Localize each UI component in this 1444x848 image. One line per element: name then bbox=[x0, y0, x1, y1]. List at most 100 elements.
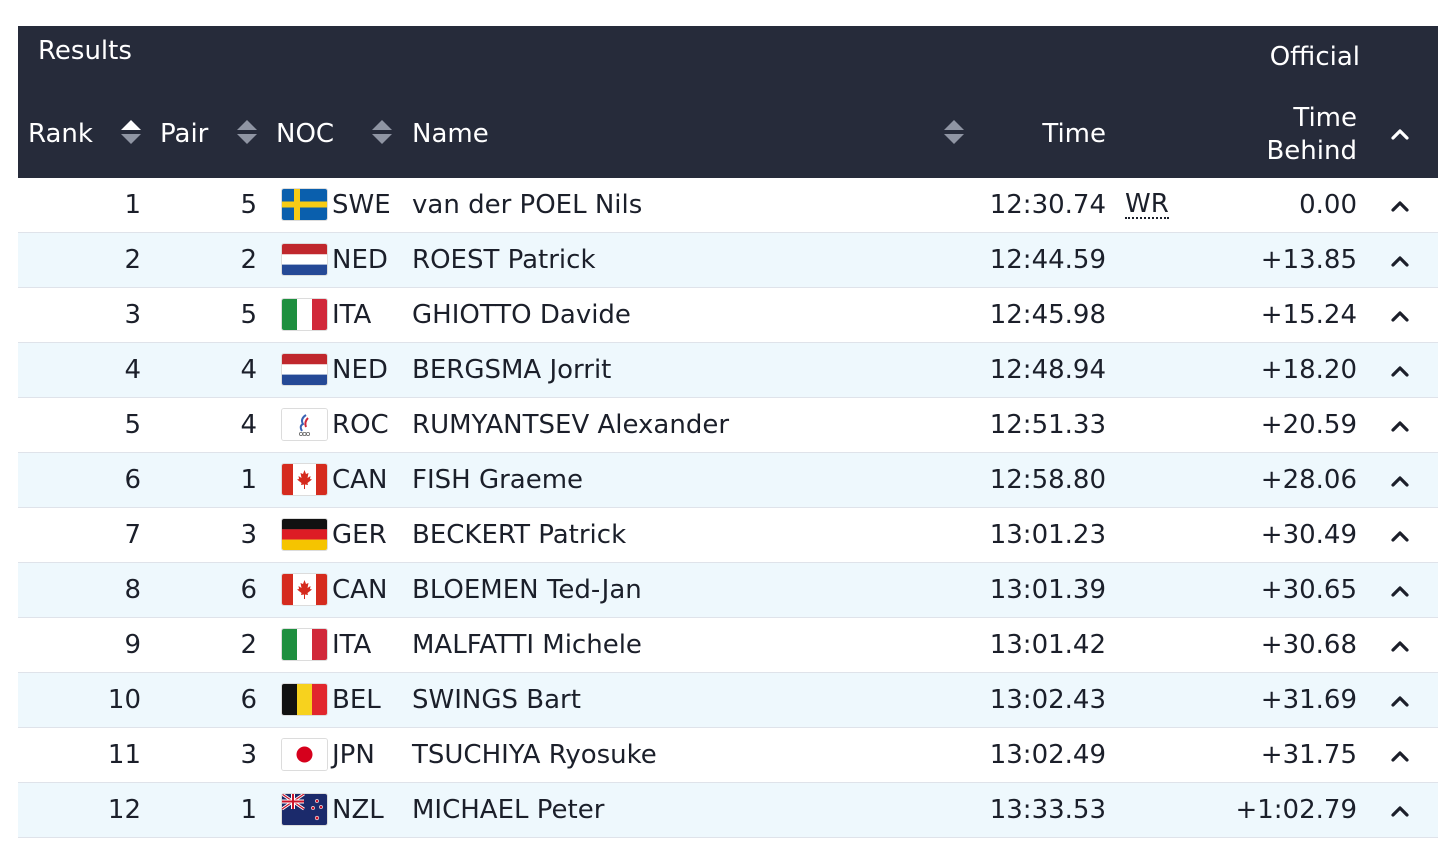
expand-row-chevron-up-icon[interactable] bbox=[1391, 802, 1409, 820]
time-cell: 13:01.42 bbox=[989, 630, 1106, 660]
expand-row-chevron-up-icon[interactable] bbox=[1391, 692, 1409, 710]
noc-cell: NED bbox=[332, 355, 388, 385]
flag-icon bbox=[282, 354, 327, 385]
rank-cell: 11 bbox=[107, 740, 141, 770]
athlete-name: BERGSMA Jorrit bbox=[412, 355, 612, 385]
table-body: 1 5 SWE van der POEL Nils 12:30.74 WR 0.00 2 2 NE… bbox=[18, 178, 1438, 838]
time-behind-cell: +30.49 bbox=[1260, 520, 1357, 550]
table-row[interactable]: 6 1 CAN FISH Graeme 12:58.80 +28.06 bbox=[18, 453, 1438, 508]
time-behind-cell: +28.06 bbox=[1260, 465, 1357, 495]
flag-icon bbox=[282, 409, 327, 440]
table-row[interactable]: 7 3 GER BECKERT Patrick 13:01.23 +30.49 bbox=[18, 508, 1438, 563]
time-cell: 12:48.94 bbox=[989, 355, 1106, 385]
pair-cell: 5 bbox=[240, 190, 257, 220]
column-header-time-behind: Time Behind bbox=[1266, 102, 1357, 168]
flag-icon bbox=[282, 684, 327, 715]
noc-cell: CAN bbox=[332, 465, 388, 495]
sort-pair-icon[interactable] bbox=[237, 118, 257, 146]
athlete-name: van der POEL Nils bbox=[412, 190, 643, 220]
table-row[interactable]: 12 1 NZL MICHAEL Peter 13:33.53 +1:02.79 bbox=[18, 783, 1438, 838]
rank-cell: 1 bbox=[124, 190, 141, 220]
rank-cell: 5 bbox=[124, 410, 141, 440]
sort-name-icon[interactable] bbox=[944, 118, 964, 146]
noc-cell: GER bbox=[332, 520, 387, 550]
time-cell: 12:44.59 bbox=[989, 245, 1106, 275]
expand-row-chevron-up-icon[interactable] bbox=[1391, 472, 1409, 490]
expand-row-chevron-up-icon[interactable] bbox=[1391, 527, 1409, 545]
collapse-all-chevron-up-icon[interactable] bbox=[1391, 125, 1409, 143]
sort-rank-icon[interactable] bbox=[121, 118, 141, 146]
table-row[interactable]: 2 2 NED ROEST Patrick 12:44.59 +13.85 bbox=[18, 233, 1438, 288]
table-row[interactable]: 5 4 ROC RUMYANTSEV Alexander 12:51.33 +20.59 bbox=[18, 398, 1438, 453]
column-header-name[interactable]: Name bbox=[412, 119, 489, 149]
flag-icon bbox=[282, 794, 327, 825]
time-behind-cell: +30.65 bbox=[1260, 575, 1357, 605]
expand-row-chevron-up-icon[interactable] bbox=[1391, 417, 1409, 435]
flag-icon bbox=[282, 519, 327, 550]
time-behind-cell: +31.69 bbox=[1260, 685, 1357, 715]
athlete-name: MICHAEL Peter bbox=[412, 795, 605, 825]
time-behind-cell: +20.59 bbox=[1260, 410, 1357, 440]
flag-icon bbox=[282, 464, 327, 495]
table-row[interactable]: 10 6 BEL SWINGS Bart 13:02.43 +31.69 bbox=[18, 673, 1438, 728]
rank-cell: 12 bbox=[107, 795, 141, 825]
athlete-name: TSUCHIYA Ryosuke bbox=[412, 740, 657, 770]
noc-cell: JPN bbox=[332, 740, 375, 770]
pair-cell: 2 bbox=[240, 245, 257, 275]
rank-cell: 8 bbox=[124, 575, 141, 605]
expand-row-chevron-up-icon[interactable] bbox=[1391, 747, 1409, 765]
flag-icon bbox=[282, 629, 327, 660]
rank-cell: 7 bbox=[124, 520, 141, 550]
noc-cell: NZL bbox=[332, 795, 384, 825]
table-row[interactable]: 9 2 ITA MALFATTI Michele 13:01.42 +30.68 bbox=[18, 618, 1438, 673]
record-badge[interactable]: WR bbox=[1125, 189, 1169, 219]
column-header-pair[interactable]: Pair bbox=[160, 119, 209, 149]
time-cell: 12:45.98 bbox=[989, 300, 1106, 330]
sort-noc-icon[interactable] bbox=[372, 118, 392, 146]
flag-icon bbox=[282, 299, 327, 330]
table-row[interactable]: 11 3 JPN TSUCHIYA Ryosuke 13:02.49 +31.75 bbox=[18, 728, 1438, 783]
pair-cell: 1 bbox=[240, 465, 257, 495]
noc-cell: CAN bbox=[332, 575, 388, 605]
noc-cell: ROC bbox=[332, 410, 389, 440]
table-row[interactable]: 3 5 ITA GHIOTTO Davide 12:45.98 +15.24 bbox=[18, 288, 1438, 343]
noc-cell: ITA bbox=[332, 630, 372, 660]
pair-cell: 3 bbox=[240, 740, 257, 770]
time-behind-cell: +1:02.79 bbox=[1235, 795, 1357, 825]
expand-row-chevron-up-icon[interactable] bbox=[1391, 362, 1409, 380]
official-label: Official bbox=[1269, 42, 1360, 72]
expand-row-chevron-up-icon[interactable] bbox=[1391, 582, 1409, 600]
time-behind-cell: +30.68 bbox=[1260, 630, 1357, 660]
rank-cell: 3 bbox=[124, 300, 141, 330]
table-header: Results Official Rank Pair NOC Name Time… bbox=[18, 26, 1438, 178]
pair-cell: 3 bbox=[240, 520, 257, 550]
column-header-noc[interactable]: NOC bbox=[276, 119, 335, 149]
noc-cell: BEL bbox=[332, 685, 381, 715]
noc-cell: SWE bbox=[332, 190, 391, 220]
table-row[interactable]: 8 6 CAN BLOEMEN Ted-Jan 13:01.39 +30.65 bbox=[18, 563, 1438, 618]
time-cell: 12:58.80 bbox=[989, 465, 1106, 495]
athlete-name: FISH Graeme bbox=[412, 465, 584, 495]
athlete-name: RUMYANTSEV Alexander bbox=[412, 410, 730, 440]
expand-row-chevron-up-icon[interactable] bbox=[1391, 252, 1409, 270]
rank-cell: 9 bbox=[124, 630, 141, 660]
rank-cell: 6 bbox=[124, 465, 141, 495]
time-cell: 12:30.74 bbox=[989, 190, 1106, 220]
flag-icon bbox=[282, 574, 327, 605]
noc-cell: NED bbox=[332, 245, 388, 275]
time-cell: 12:51.33 bbox=[989, 410, 1106, 440]
column-header-rank[interactable]: Rank bbox=[28, 119, 93, 149]
time-behind-line1: Time bbox=[1293, 103, 1357, 133]
expand-row-chevron-up-icon[interactable] bbox=[1391, 307, 1409, 325]
expand-row-chevron-up-icon[interactable] bbox=[1391, 637, 1409, 655]
pair-cell: 2 bbox=[240, 630, 257, 660]
rank-cell: 4 bbox=[124, 355, 141, 385]
pair-cell: 4 bbox=[240, 410, 257, 440]
expand-row-chevron-up-icon[interactable] bbox=[1391, 197, 1409, 215]
flag-icon bbox=[282, 189, 327, 220]
table-row[interactable]: 4 4 NED BERGSMA Jorrit 12:48.94 +18.20 bbox=[18, 343, 1438, 398]
flag-icon bbox=[282, 739, 327, 770]
time-behind-cell: +31.75 bbox=[1260, 740, 1357, 770]
time-behind-cell: 0.00 bbox=[1299, 190, 1357, 220]
table-row[interactable]: 1 5 SWE van der POEL Nils 12:30.74 WR 0.00 bbox=[18, 178, 1438, 233]
